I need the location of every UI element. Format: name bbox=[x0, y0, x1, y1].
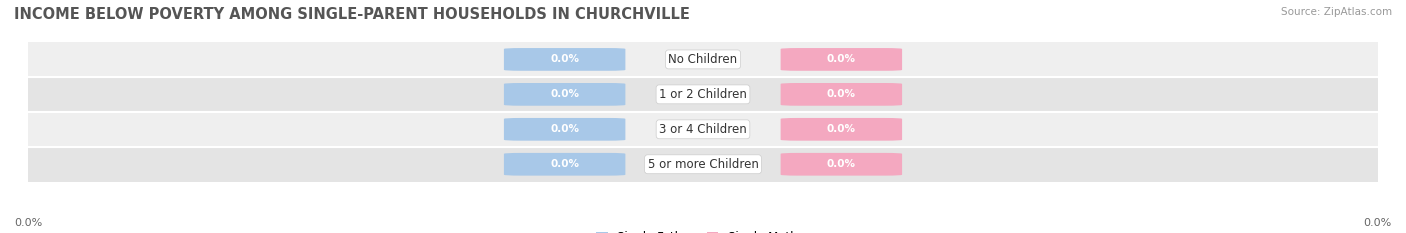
FancyBboxPatch shape bbox=[780, 118, 903, 141]
Text: 3 or 4 Children: 3 or 4 Children bbox=[659, 123, 747, 136]
Text: INCOME BELOW POVERTY AMONG SINGLE-PARENT HOUSEHOLDS IN CHURCHVILLE: INCOME BELOW POVERTY AMONG SINGLE-PARENT… bbox=[14, 7, 690, 22]
Legend: Single Father, Single Mother: Single Father, Single Mother bbox=[592, 226, 814, 233]
Text: 0.0%: 0.0% bbox=[14, 218, 42, 228]
FancyBboxPatch shape bbox=[28, 42, 1378, 77]
Text: 0.0%: 0.0% bbox=[550, 89, 579, 99]
FancyBboxPatch shape bbox=[780, 153, 903, 176]
Text: 0.0%: 0.0% bbox=[827, 159, 856, 169]
FancyBboxPatch shape bbox=[780, 83, 903, 106]
Text: Source: ZipAtlas.com: Source: ZipAtlas.com bbox=[1281, 7, 1392, 17]
FancyBboxPatch shape bbox=[503, 118, 626, 141]
FancyBboxPatch shape bbox=[503, 153, 626, 176]
FancyBboxPatch shape bbox=[780, 48, 903, 71]
Text: 0.0%: 0.0% bbox=[827, 124, 856, 134]
Text: 0.0%: 0.0% bbox=[827, 55, 856, 64]
FancyBboxPatch shape bbox=[28, 147, 1378, 182]
FancyBboxPatch shape bbox=[28, 112, 1378, 147]
FancyBboxPatch shape bbox=[28, 77, 1378, 112]
Text: 5 or more Children: 5 or more Children bbox=[648, 158, 758, 171]
Text: 1 or 2 Children: 1 or 2 Children bbox=[659, 88, 747, 101]
Text: 0.0%: 0.0% bbox=[550, 124, 579, 134]
FancyBboxPatch shape bbox=[503, 48, 626, 71]
Text: No Children: No Children bbox=[668, 53, 738, 66]
FancyBboxPatch shape bbox=[503, 83, 626, 106]
Text: 0.0%: 0.0% bbox=[550, 55, 579, 64]
Text: 0.0%: 0.0% bbox=[827, 89, 856, 99]
Text: 0.0%: 0.0% bbox=[550, 159, 579, 169]
Text: 0.0%: 0.0% bbox=[1364, 218, 1392, 228]
